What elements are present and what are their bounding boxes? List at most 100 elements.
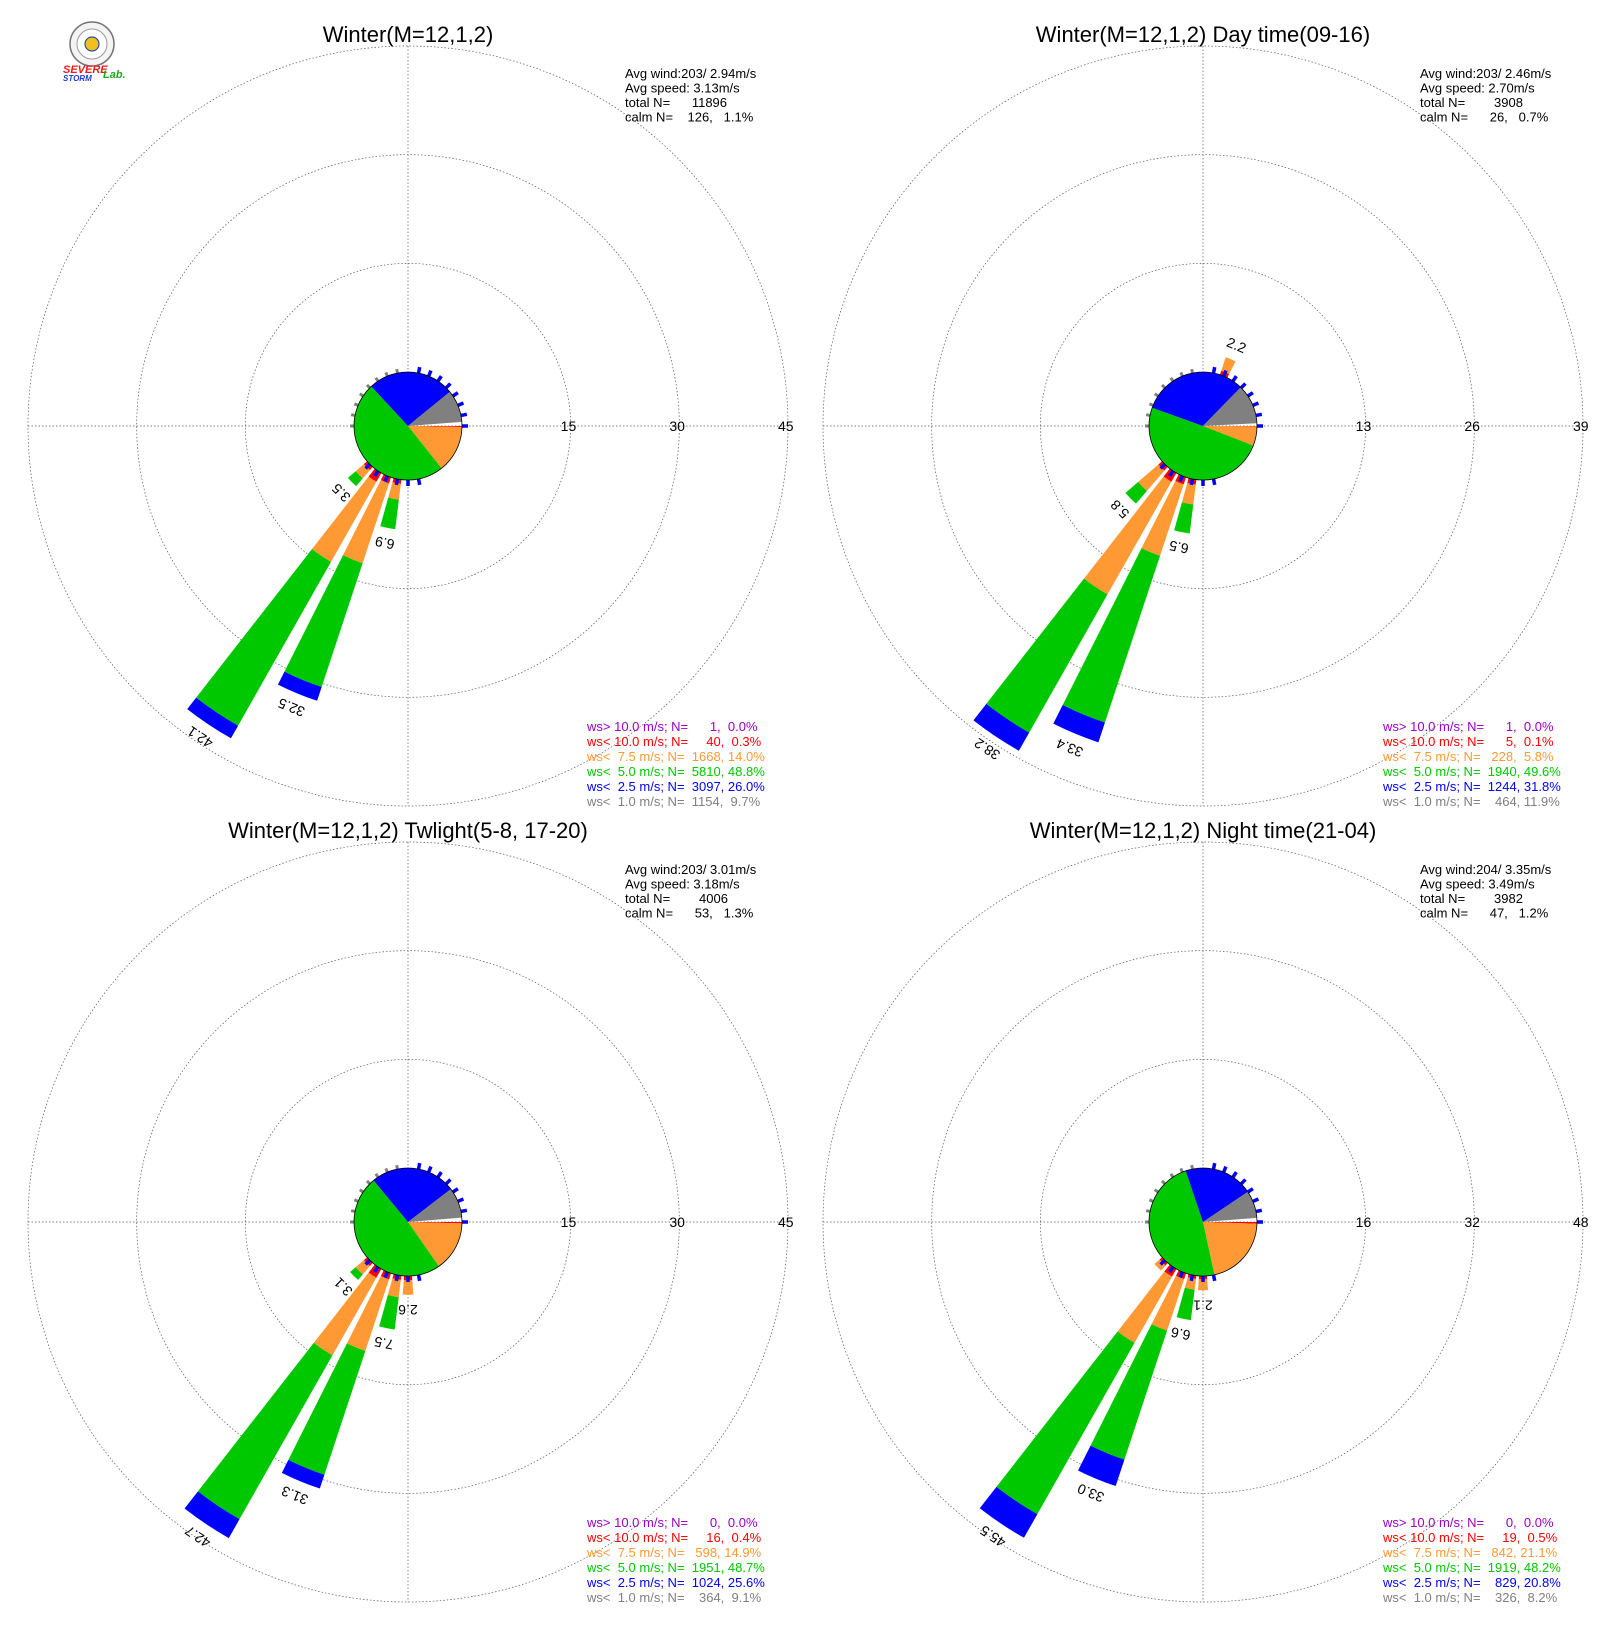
legend-entry: ws< 7.5 m/s; N= 228, 5.8% [1382,749,1554,764]
bar-total-label: 5.8 [1107,497,1132,522]
stat-line: Avg speed: 2.70m/s [1420,81,1535,96]
bar-segment [1184,1277,1196,1290]
legend-entry: ws< 7.5 m/s; N= 842, 21.1% [1382,1545,1558,1560]
sector-tick [1153,1188,1159,1194]
stat-line: total N= 11896 [625,95,727,110]
sector-tick [383,475,389,483]
sector-tick [1179,371,1184,377]
sector-tick [436,375,443,383]
pie-slice [1149,407,1254,480]
sector-tick [395,368,399,374]
stat-line: Avg wind:204/ 3.35m/s [1420,862,1552,877]
speed-class-pie [1148,1167,1258,1277]
sector-tick [350,1209,356,1213]
sector-tick [1189,478,1195,486]
range-ring [931,154,1475,698]
legend-entry: ws< 10.0 m/s; N= 5, 0.1% [1382,734,1554,749]
sector-tick [1189,1274,1195,1282]
sector-tick [1145,413,1151,417]
legend-entry: ws> 10.0 m/s; N= 1, 0.0% [1382,719,1554,734]
pie-slice [1203,1222,1257,1224]
sector-tick [451,1187,459,1194]
bar-segment [1154,1259,1166,1271]
sector-tick [1246,1187,1254,1194]
range-ring [136,154,680,698]
sector-tick [364,1258,372,1266]
logo-seal-emblem [84,36,100,52]
bar-segment [1198,1279,1208,1291]
bar-segment [1125,482,1147,504]
sector-tick [1178,475,1184,483]
pie-slice [373,1168,451,1222]
pie-outline [1148,371,1258,481]
bar-segment [1062,548,1161,723]
range-ring [822,841,1584,1603]
ring-tick-label: 16 [1356,1214,1372,1230]
bar-total-label: 2.6 [398,1302,418,1318]
direction-bar: 32.5 [276,474,392,720]
direction-bar: 31.3 [279,1270,392,1508]
stat-line: Avg wind:203/ 2.46m/s [1420,66,1552,81]
pie-slice [408,426,462,469]
panels: 15 30 4532.542.16.93.5Winter(M=12,1,2)Avg … [27,22,1589,1605]
range-ring [27,841,789,1603]
stat-line: Avg wind:203/ 3.01m/s [625,862,757,877]
ring-tick-label: 13 [1356,418,1372,434]
pie-slice [1185,1168,1248,1222]
pie-slice [1203,387,1257,426]
pie-slice [353,1180,439,1277]
chart-title: Winter(M=12,1,2) Twlight(5-8, 17-20) [228,818,588,843]
sector-tick [395,1164,399,1170]
wind-rose-panel: 13 26 3933.438.26.55.82.2Winter(M=12,1,2) … [822,22,1589,809]
chart-title: Winter(M=12,1,2) [323,22,494,47]
bar-segment [187,697,239,739]
bar-total-label: 42.1 [184,723,216,752]
chart-title: Winter(M=12,1,2) Day time(09-16) [1036,22,1370,47]
legend-entry: ws< 1.0 m/s; N= 364, 9.1% [586,1590,762,1605]
pie-slice [1203,1191,1257,1222]
pie-outline [353,1167,463,1277]
sector-tick [373,469,380,477]
sector-tick [1211,1274,1217,1282]
bar-segment [277,671,322,701]
legend-entry: ws> 10.0 m/s; N= 0, 0.0% [586,1515,758,1530]
chart-title: Winter(M=12,1,2) Night time(21-04) [1030,818,1377,843]
bar-segment [1138,464,1165,491]
direction-bar: 2.6 [398,1275,418,1318]
direction-bar: 42.7 [182,1264,382,1551]
bar-total-label: 33.4 [1054,735,1085,760]
sector-tick [1178,1271,1184,1279]
sector-tick [374,376,380,382]
pie-slice [353,386,442,481]
sector-tick [1148,402,1154,407]
sector-tick [353,1198,359,1203]
sector-tick [1168,469,1175,477]
sector-tick [1239,1178,1247,1186]
sector-tick [427,1165,433,1173]
stat-line: calm N= 126, 1.1% [625,110,754,125]
bar-segment [1221,357,1236,375]
ring-tick-label: 15 [561,418,577,434]
bar-total-label: 33.0 [1075,1480,1106,1505]
sector-tick [1239,382,1247,390]
wind-rose-panel: 15 30 4531.342.77.52.63.1Winter(M=12,1,2) … [27,818,794,1605]
bar-segment [1176,1287,1195,1321]
bar-segment [387,1278,401,1298]
sector-tick [1211,366,1217,374]
sector-tick [436,1171,443,1179]
legend-entry: ws< 10.0 m/s; N= 19, 0.5% [1382,1530,1558,1545]
bar-total-label: 6.9 [373,533,395,553]
range-ring [244,262,572,590]
sector-tick [451,391,459,398]
bar-segment [402,1280,414,1295]
direction-bar: 33.0 [1075,1270,1187,1506]
ring-tick-label: 48 [1573,1214,1589,1230]
sector-tick [457,1197,465,1203]
ring-tick-label: 30 [669,418,685,434]
bar-segment [380,497,399,530]
legend-entry: ws< 5.0 m/s; N= 1919, 48.2% [1382,1560,1561,1575]
stat-line: calm N= 47, 1.2% [1420,906,1549,921]
bar-segment [388,482,401,500]
speed-class-pie [1148,371,1258,481]
ring-tick-label: 45 [778,418,794,434]
